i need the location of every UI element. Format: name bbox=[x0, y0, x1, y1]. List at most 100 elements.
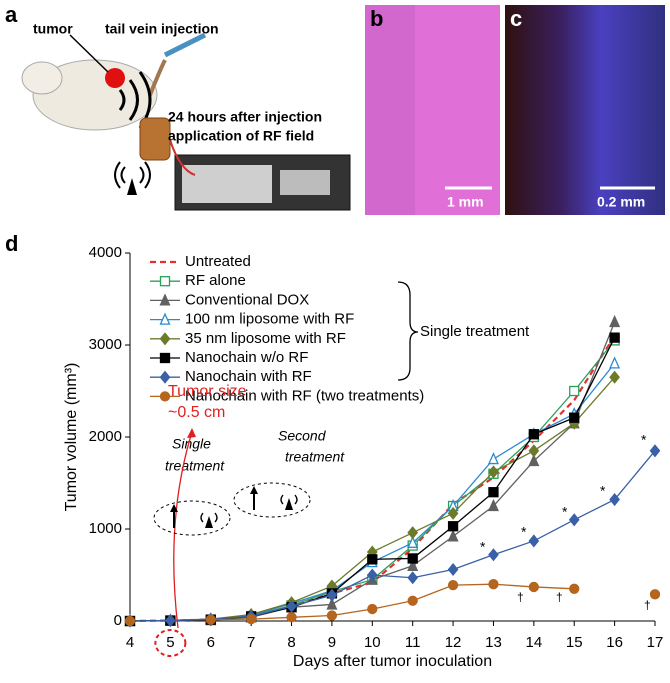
legend-label: Nanochain with RF bbox=[185, 368, 312, 385]
x-tick-label: 6 bbox=[207, 634, 215, 651]
point bbox=[286, 599, 297, 613]
y-tick-label: 0 bbox=[114, 612, 122, 629]
legend-marker bbox=[159, 391, 171, 402]
annotation: treatment bbox=[285, 449, 345, 465]
point bbox=[487, 451, 499, 465]
annotation: * bbox=[562, 504, 568, 520]
scale-label: 1 mm bbox=[447, 194, 484, 210]
rf-icon bbox=[285, 498, 293, 510]
x-tick-label: 15 bbox=[566, 634, 583, 651]
label: 24 hours after injection bbox=[168, 109, 322, 125]
annotation: * bbox=[521, 524, 527, 540]
legend-marker bbox=[159, 312, 171, 325]
annotation: Tumor size bbox=[168, 383, 247, 400]
point bbox=[165, 614, 176, 628]
legend-label: Conventional DOX bbox=[185, 291, 309, 308]
point bbox=[246, 614, 257, 625]
point bbox=[609, 493, 620, 507]
annotation: * bbox=[600, 483, 606, 499]
point bbox=[488, 465, 499, 479]
y-tick-label: 4000 bbox=[89, 244, 122, 261]
bracket-label: Single treatment bbox=[420, 323, 530, 340]
legend-marker bbox=[159, 293, 171, 306]
point bbox=[447, 562, 459, 577]
x-tick-label: 12 bbox=[445, 634, 462, 651]
point bbox=[528, 581, 539, 593]
point bbox=[609, 356, 621, 369]
legend-label: 100 nm liposome with RF bbox=[185, 311, 354, 328]
point bbox=[326, 610, 338, 621]
annotation: † bbox=[517, 590, 524, 604]
series-line bbox=[211, 584, 655, 619]
x-tick-label: 7 bbox=[247, 634, 255, 651]
point bbox=[609, 370, 620, 384]
point bbox=[447, 506, 459, 520]
x-tick-label: 17 bbox=[647, 634, 664, 651]
point bbox=[124, 615, 136, 627]
y-axis-label: Tumor volume (mm³) bbox=[63, 363, 80, 512]
panel-label: b bbox=[370, 6, 383, 31]
point bbox=[407, 571, 419, 585]
treatment-arrowhead bbox=[170, 504, 178, 512]
y-tick-label: 2000 bbox=[89, 428, 122, 445]
point bbox=[205, 614, 216, 625]
legend-label: RF alone bbox=[185, 272, 246, 289]
histology-image bbox=[365, 5, 415, 215]
panel-a-illustration bbox=[21, 32, 351, 211]
x-axis-label: Days after tumor inoculation bbox=[293, 653, 492, 670]
point bbox=[326, 588, 338, 602]
y-tick-label: 1000 bbox=[89, 520, 122, 537]
annotation: † bbox=[556, 590, 563, 604]
point bbox=[367, 554, 378, 565]
point bbox=[528, 444, 540, 458]
legend-label: Nanochain w/o RF bbox=[185, 349, 308, 366]
series-line bbox=[129, 450, 656, 622]
annotation: treatment bbox=[165, 458, 225, 474]
point bbox=[447, 521, 459, 532]
treatment-ellipse bbox=[153, 500, 231, 536]
point bbox=[447, 579, 459, 591]
point bbox=[487, 498, 499, 512]
rf-icon bbox=[200, 512, 218, 523]
annotation: * bbox=[480, 539, 486, 555]
point bbox=[407, 526, 419, 540]
x-tick-label: 4 bbox=[126, 634, 134, 651]
x-tick-label: 10 bbox=[364, 634, 381, 651]
y-tick-label: 3000 bbox=[89, 336, 122, 353]
point bbox=[447, 529, 459, 542]
point bbox=[407, 535, 419, 548]
annotation: Second bbox=[278, 428, 327, 444]
point bbox=[488, 579, 499, 590]
x-tick-label: 13 bbox=[485, 634, 502, 651]
point bbox=[488, 487, 499, 498]
x-tick-label: 16 bbox=[606, 634, 623, 651]
point bbox=[569, 385, 580, 397]
x-tick-label: 9 bbox=[328, 634, 336, 651]
point bbox=[569, 583, 580, 594]
label: application of RF field bbox=[168, 128, 314, 144]
point bbox=[568, 513, 580, 527]
point bbox=[528, 534, 540, 548]
point bbox=[366, 568, 378, 582]
point bbox=[528, 429, 539, 440]
annotation: Single bbox=[172, 436, 211, 452]
annotation: * bbox=[641, 432, 647, 448]
label: tail vein injection bbox=[105, 21, 219, 37]
point bbox=[528, 453, 540, 467]
highlight-circle bbox=[154, 629, 187, 657]
point bbox=[609, 332, 620, 343]
legend-label: Untreated bbox=[185, 253, 251, 270]
point bbox=[367, 603, 378, 615]
fluorescence-image bbox=[505, 5, 665, 215]
annotation: ~0.5 cm bbox=[168, 404, 225, 421]
legend-label: 35 nm liposome with RF bbox=[185, 330, 346, 347]
panel-label: d bbox=[5, 231, 18, 256]
x-tick-label: 5 bbox=[166, 634, 174, 651]
legend-marker bbox=[159, 276, 171, 287]
x-tick-label: 8 bbox=[287, 634, 295, 651]
point bbox=[569, 412, 580, 423]
x-tick-label: 11 bbox=[405, 634, 421, 651]
legend-marker bbox=[159, 352, 171, 364]
point bbox=[407, 595, 418, 606]
